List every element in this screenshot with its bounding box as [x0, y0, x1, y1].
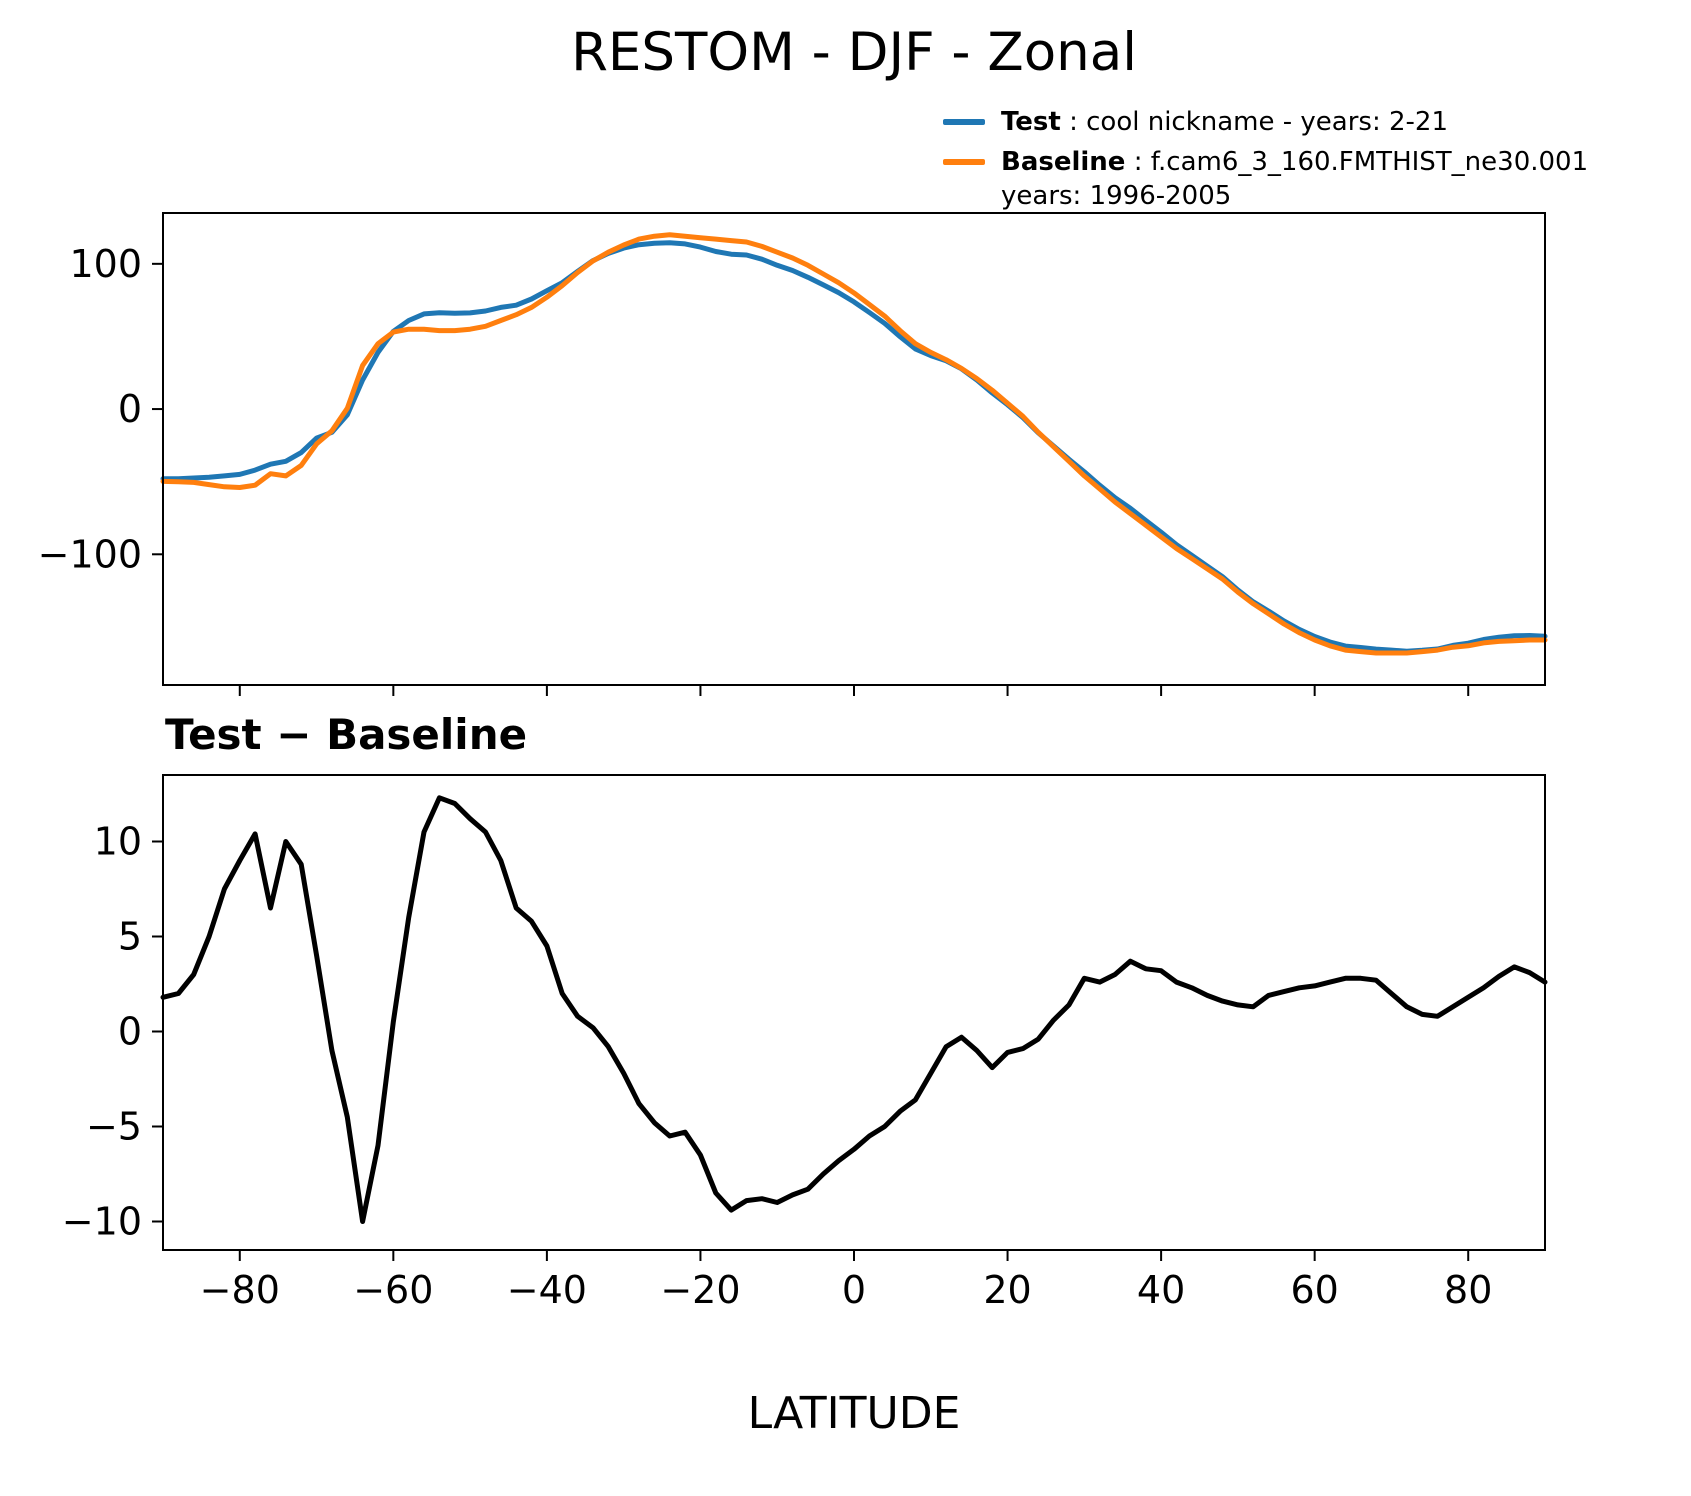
chart-title: RESTOM - DJF - Zonal [571, 22, 1137, 83]
legend-label-test-desc: : cool nickname - years: 2-21 [1060, 107, 1448, 137]
x-tick-label: 40 [1137, 1268, 1185, 1312]
x-tick-label: 60 [1290, 1268, 1338, 1312]
x-tick-label: −80 [200, 1268, 280, 1312]
legend-label-test: Test : cool nickname - years: 2-21 [1001, 106, 1448, 139]
x-tick-label: 0 [842, 1268, 866, 1312]
legend-label-baseline: Baseline : f.cam6_3_160.FMTHIST_ne30.001… [1001, 146, 1588, 213]
baseline-line-swatch [943, 159, 985, 166]
diff-line [160, 795, 1548, 1224]
y-tick-label: 100 [69, 242, 142, 286]
test-line [160, 240, 1548, 654]
y-tick-label: 10 [94, 820, 142, 864]
legend-label-baseline-desc: : f.cam6_3_160.FMTHIST_ne30.001 [1125, 147, 1589, 178]
x-tick-label: −60 [353, 1268, 433, 1312]
legend: Test : cool nickname - years: 2-21 Basel… [943, 106, 1588, 220]
axes-frame [162, 212, 1546, 686]
y-tick-label: 5 [118, 915, 142, 959]
legend-entry-baseline: Baseline : f.cam6_3_160.FMTHIST_ne30.001… [943, 146, 1588, 213]
y-tick-label: 0 [118, 1010, 142, 1054]
y-tick-label: −5 [86, 1105, 142, 1149]
x-tick-label: −20 [660, 1268, 740, 1312]
test-line-swatch [943, 119, 985, 125]
legend-entry-test: Test : cool nickname - years: 2-21 [943, 106, 1588, 139]
x-tick-label: −40 [507, 1268, 587, 1312]
legend-label-test-name: Test [1001, 107, 1061, 137]
x-tick-label: 80 [1444, 1268, 1492, 1312]
x-tick-label: 20 [983, 1268, 1031, 1312]
y-tick-label: −100 [38, 532, 142, 576]
x-axis-label: LATITUDE [747, 1388, 961, 1439]
y-tick-label: 0 [118, 387, 142, 431]
y-tick-label: −10 [62, 1200, 142, 1244]
baseline-line [160, 232, 1548, 656]
legend-label-baseline-name: Baseline [1001, 147, 1126, 178]
legend-label-baseline-years: years: 1996-2005 [1001, 180, 1232, 211]
diff-panel-title: Test − Baseline [165, 710, 528, 759]
